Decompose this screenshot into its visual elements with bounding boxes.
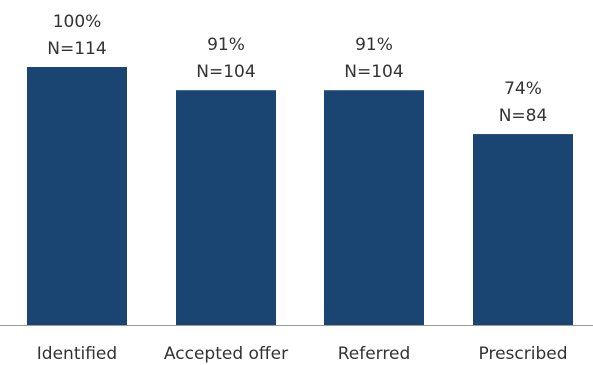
bar-referred (324, 90, 424, 325)
bar-identified (27, 67, 127, 325)
bar-accepted-offer (176, 90, 276, 325)
count-label-prescribed: N=84 (499, 106, 548, 126)
count-label-identified: N=114 (47, 39, 106, 59)
bars-group (27, 67, 573, 325)
count-labels-group: N=114 N=104 N=104 N=84 (47, 39, 547, 126)
category-label-referred: Referred (338, 344, 411, 364)
value-label-referred: 91% (355, 35, 393, 55)
category-label-accepted-offer: Accepted offer (164, 344, 288, 364)
bar-prescribed (473, 134, 573, 325)
category-labels-group: Identified Accepted offer Referred Prescrib… (37, 344, 568, 364)
category-label-identified: Identified (37, 344, 117, 364)
count-label-accepted-offer: N=104 (196, 62, 255, 82)
value-label-prescribed: 74% (504, 79, 542, 99)
count-label-referred: N=104 (344, 62, 403, 82)
value-label-identified: 100% (53, 12, 102, 32)
value-label-accepted-offer: 91% (207, 35, 245, 55)
category-label-prescribed: Prescribed (479, 344, 568, 364)
value-labels-group: 100% 91% 91% 74% (53, 12, 542, 99)
